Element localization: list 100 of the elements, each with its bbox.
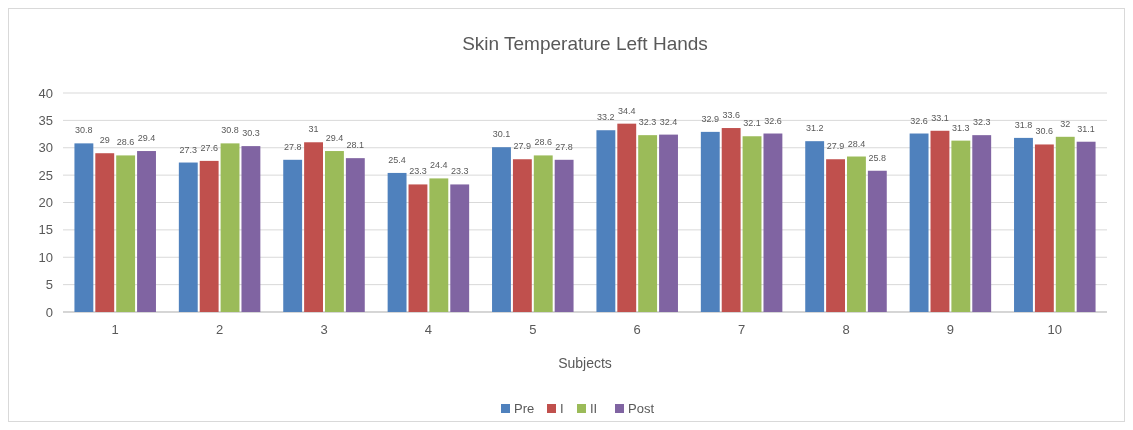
y-tick-label: 15 xyxy=(38,222,53,238)
data-label: 33.6 xyxy=(722,110,740,121)
bar xyxy=(74,143,94,312)
y-tick-label: 0 xyxy=(45,304,53,320)
x-axis-title: Subjects xyxy=(558,355,612,371)
data-label: 27.6 xyxy=(200,142,218,153)
data-label: 32.9 xyxy=(701,113,720,124)
bar xyxy=(930,130,950,312)
bar xyxy=(450,184,470,312)
data-label: 28.6 xyxy=(534,137,553,148)
bar xyxy=(659,134,678,312)
data-label: 29 xyxy=(99,135,110,146)
y-tick-label: 25 xyxy=(38,167,53,183)
bar xyxy=(220,143,240,312)
data-label: 30.3 xyxy=(242,128,260,139)
bar xyxy=(972,135,992,312)
data-label: 24.4 xyxy=(430,160,448,171)
bar xyxy=(95,153,115,312)
bar xyxy=(554,159,574,312)
x-tick-label: 7 xyxy=(737,322,746,337)
y-tick-label: 20 xyxy=(38,195,53,211)
bar xyxy=(826,159,845,312)
bar xyxy=(304,142,323,312)
bar xyxy=(638,135,658,312)
data-label: 32 xyxy=(1060,118,1071,129)
data-label: 28.6 xyxy=(116,137,135,148)
bar xyxy=(408,184,428,312)
bar xyxy=(533,155,553,312)
data-label: 31.3 xyxy=(952,122,970,133)
legend-label: Pre xyxy=(514,401,535,417)
x-tick-label: 4 xyxy=(424,322,433,337)
data-label: 27.9 xyxy=(513,141,532,152)
bar xyxy=(847,156,866,312)
bar xyxy=(492,147,511,312)
bar xyxy=(805,141,825,312)
y-tick-label: 5 xyxy=(45,277,53,293)
data-label: 30.8 xyxy=(75,125,93,136)
data-label: 34.4 xyxy=(617,105,636,116)
x-tick-label: 5 xyxy=(529,322,537,337)
data-label: 32.1 xyxy=(743,118,761,129)
bar xyxy=(763,133,783,312)
data-label: 27.8 xyxy=(283,141,302,152)
data-label: 33.2 xyxy=(597,112,615,123)
data-label: 31 xyxy=(308,124,319,135)
data-label: 30.8 xyxy=(221,125,239,136)
legend-label: II xyxy=(590,401,598,417)
bar xyxy=(1076,141,1096,312)
y-tick-label: 35 xyxy=(38,112,53,128)
data-label: 31.1 xyxy=(1077,123,1095,134)
bar xyxy=(596,130,616,312)
data-label: 32.3 xyxy=(638,117,657,128)
bar xyxy=(1055,136,1075,312)
bar xyxy=(241,146,261,312)
legend-label: Post xyxy=(628,401,655,417)
x-tick-label: 6 xyxy=(633,322,641,337)
data-label: 25.4 xyxy=(388,154,406,165)
bar xyxy=(617,123,637,312)
bar xyxy=(867,170,887,312)
bar xyxy=(909,133,929,312)
data-label: 32.6 xyxy=(764,115,782,126)
bar xyxy=(199,160,219,312)
bar xyxy=(325,151,344,312)
y-tick-label: 10 xyxy=(38,249,53,265)
data-label: 28.4 xyxy=(847,138,866,149)
bar xyxy=(1034,144,1054,312)
data-label: 27.9 xyxy=(826,141,845,152)
bar xyxy=(387,172,407,312)
bar xyxy=(700,131,720,312)
data-label: 32.4 xyxy=(659,116,678,127)
data-label: 31.2 xyxy=(805,123,824,134)
x-tick-label: 3 xyxy=(320,322,328,337)
bar xyxy=(512,159,532,312)
x-tick-label: 1 xyxy=(111,322,119,337)
data-label: 28.1 xyxy=(346,140,365,151)
data-label: 33.1 xyxy=(931,112,949,123)
data-label: 30.1 xyxy=(492,129,511,140)
data-label: 29.4 xyxy=(325,133,344,144)
bar xyxy=(429,178,449,312)
chart-title: Skin Temperature Left Hands xyxy=(462,33,708,54)
y-tick-label: 40 xyxy=(38,85,53,101)
x-tick-label: 9 xyxy=(946,322,955,337)
bar xyxy=(116,155,136,312)
data-label: 23.3 xyxy=(450,166,469,177)
y-tick-label: 30 xyxy=(38,140,53,156)
bar xyxy=(1014,137,1033,312)
data-label: 31.8 xyxy=(1014,119,1033,130)
bar xyxy=(951,140,971,312)
data-label: 23.3 xyxy=(409,166,427,177)
bar xyxy=(721,128,741,312)
bar xyxy=(345,158,365,312)
data-label: 27.3 xyxy=(179,144,198,155)
data-label: 29.4 xyxy=(137,133,156,144)
bar xyxy=(742,136,762,312)
data-label: 32.6 xyxy=(910,115,928,126)
x-tick-label: 8 xyxy=(842,322,850,337)
x-tick-label: 10 xyxy=(1047,322,1063,337)
data-label: 30.6 xyxy=(1035,126,1054,137)
data-label: 27.8 xyxy=(555,141,573,152)
data-label: 25.8 xyxy=(868,152,887,163)
data-label: 32.3 xyxy=(972,117,991,128)
